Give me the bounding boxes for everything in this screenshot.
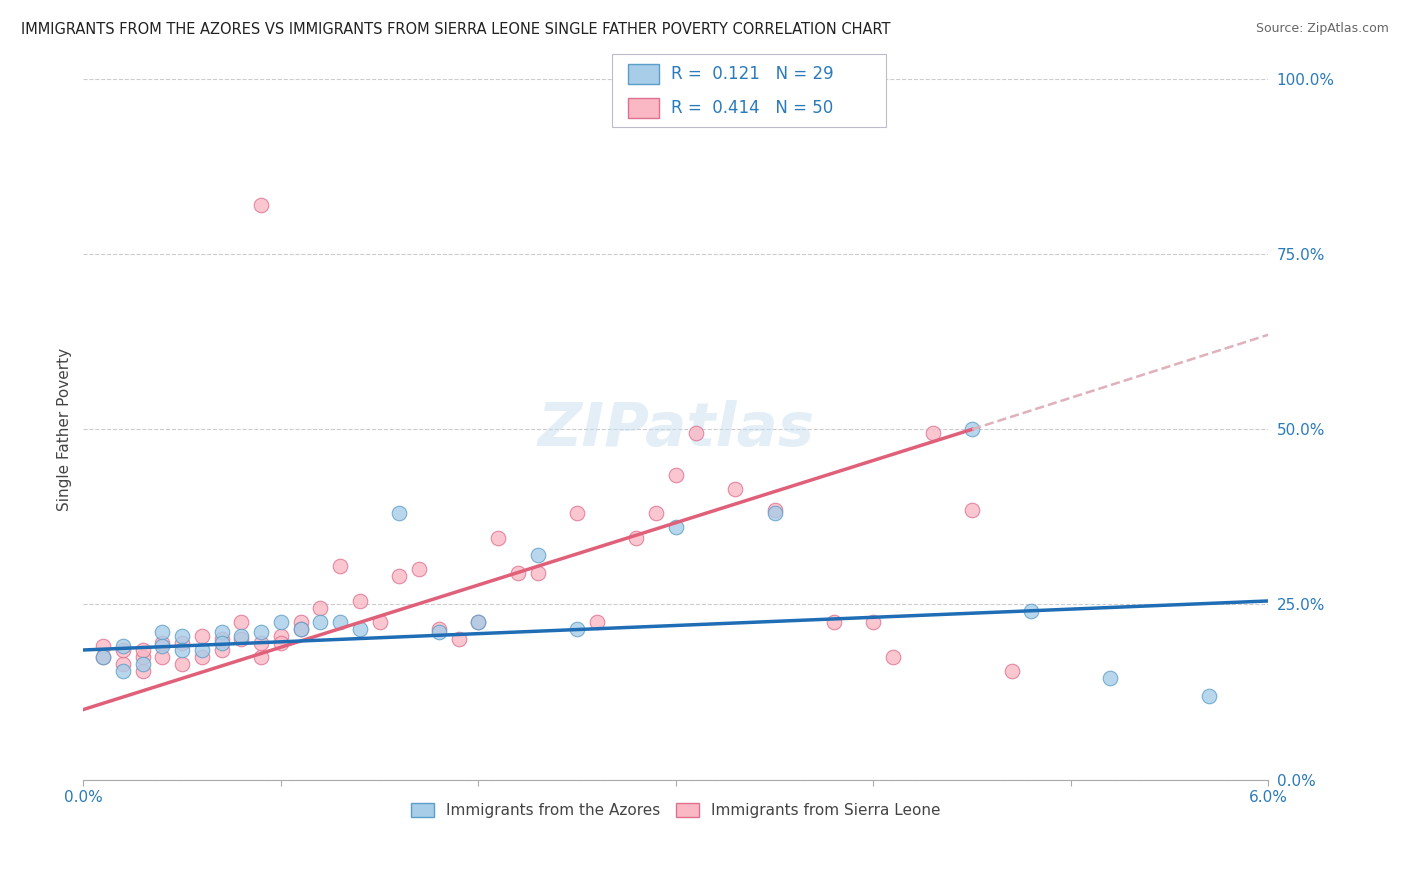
Point	[565, 507, 588, 521]
Point	[131, 657, 153, 671]
Point	[150, 636, 173, 650]
Point	[368, 615, 391, 629]
Point	[290, 622, 312, 636]
Point	[211, 632, 233, 647]
Point	[526, 549, 548, 563]
Point	[231, 629, 253, 643]
Point	[111, 643, 134, 657]
Point	[427, 625, 450, 640]
Point	[170, 636, 193, 650]
Point	[486, 531, 509, 545]
Point	[724, 482, 747, 496]
Point	[170, 629, 193, 643]
Point	[921, 425, 943, 440]
Point	[427, 622, 450, 636]
Point	[329, 558, 352, 573]
Point	[349, 594, 371, 608]
Point	[111, 640, 134, 654]
Point	[467, 615, 489, 629]
Point	[131, 643, 153, 657]
Point	[882, 650, 904, 665]
Point	[170, 643, 193, 657]
Point	[309, 601, 332, 615]
Point	[862, 615, 884, 629]
Point	[211, 643, 233, 657]
Point	[131, 664, 153, 678]
Point	[211, 625, 233, 640]
Point	[91, 650, 114, 665]
Point	[665, 467, 688, 482]
Point	[111, 657, 134, 671]
Point	[388, 507, 411, 521]
Point	[150, 650, 173, 665]
Text: R =  0.121   N = 29: R = 0.121 N = 29	[671, 65, 834, 83]
Legend: Immigrants from the Azores, Immigrants from Sierra Leone: Immigrants from the Azores, Immigrants f…	[405, 797, 946, 824]
Point	[111, 664, 134, 678]
Point	[685, 425, 707, 440]
Point	[309, 615, 332, 629]
Point	[626, 531, 648, 545]
Point	[388, 569, 411, 583]
Text: IMMIGRANTS FROM THE AZORES VS IMMIGRANTS FROM SIERRA LEONE SINGLE FATHER POVERTY: IMMIGRANTS FROM THE AZORES VS IMMIGRANTS…	[21, 22, 890, 37]
Point	[408, 562, 430, 576]
Point	[231, 632, 253, 647]
Point	[1099, 671, 1122, 685]
Point	[270, 615, 292, 629]
Point	[211, 636, 233, 650]
Point	[290, 622, 312, 636]
Point	[91, 640, 114, 654]
Point	[131, 650, 153, 665]
Point	[960, 422, 983, 436]
Point	[170, 657, 193, 671]
Point	[1198, 689, 1220, 703]
Point	[349, 622, 371, 636]
Point	[329, 615, 352, 629]
Point	[665, 520, 688, 534]
Point	[645, 507, 668, 521]
Point	[270, 636, 292, 650]
Point	[506, 566, 529, 580]
Point	[150, 625, 173, 640]
Point	[763, 507, 786, 521]
Text: R =  0.414   N = 50: R = 0.414 N = 50	[671, 99, 832, 117]
Point	[191, 643, 214, 657]
Text: ZIPatlas: ZIPatlas	[537, 400, 814, 458]
Point	[290, 615, 312, 629]
Point	[191, 629, 214, 643]
Point	[231, 615, 253, 629]
Point	[250, 650, 273, 665]
Point	[270, 629, 292, 643]
Point	[250, 625, 273, 640]
Point	[1021, 604, 1043, 618]
Point	[823, 615, 845, 629]
Point	[191, 650, 214, 665]
Y-axis label: Single Father Poverty: Single Father Poverty	[58, 348, 72, 511]
Point	[526, 566, 548, 580]
Point	[467, 615, 489, 629]
Point	[565, 622, 588, 636]
Text: Source: ZipAtlas.com: Source: ZipAtlas.com	[1256, 22, 1389, 36]
Point	[960, 503, 983, 517]
Point	[447, 632, 470, 647]
Point	[150, 640, 173, 654]
Point	[250, 636, 273, 650]
Point	[1001, 664, 1024, 678]
Point	[250, 198, 273, 212]
Point	[91, 650, 114, 665]
Point	[586, 615, 609, 629]
Point	[763, 503, 786, 517]
